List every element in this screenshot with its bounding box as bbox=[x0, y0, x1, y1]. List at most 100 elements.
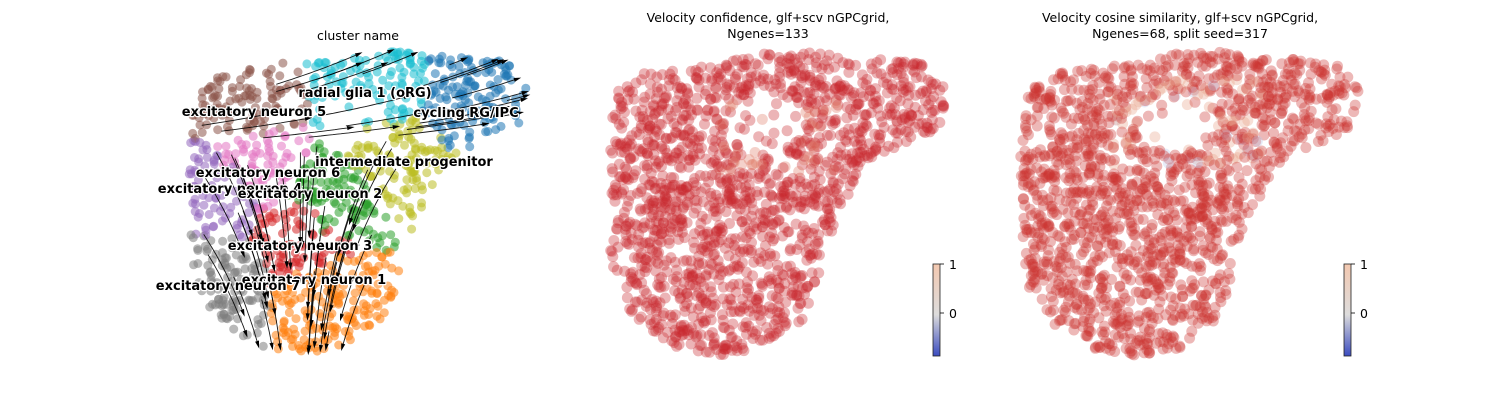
cell-point bbox=[299, 123, 308, 132]
cell-point bbox=[1093, 288, 1104, 299]
cell-point bbox=[353, 141, 362, 150]
cell-point bbox=[1260, 171, 1271, 182]
cell-point bbox=[732, 139, 743, 150]
cell-point bbox=[701, 347, 712, 358]
cell-point bbox=[249, 132, 258, 141]
cell-point bbox=[1170, 150, 1181, 161]
cell-point bbox=[1332, 61, 1343, 72]
cell-point bbox=[1129, 257, 1140, 268]
cell-point bbox=[444, 136, 453, 145]
cell-point bbox=[774, 52, 785, 63]
cell-point bbox=[647, 294, 658, 305]
cell-point bbox=[1138, 154, 1149, 165]
cell-point bbox=[1133, 60, 1144, 71]
cell-point bbox=[1128, 79, 1139, 90]
cell-point bbox=[831, 102, 842, 113]
cell-point bbox=[819, 92, 830, 103]
cell-point bbox=[1219, 276, 1230, 287]
cell-point bbox=[716, 130, 727, 141]
cell-point bbox=[1305, 83, 1316, 94]
cell-point bbox=[229, 325, 238, 334]
cell-point bbox=[1289, 136, 1300, 147]
cell-point bbox=[780, 320, 791, 331]
cell-point bbox=[614, 159, 625, 170]
cell-point bbox=[814, 166, 825, 177]
cell-point bbox=[764, 333, 775, 344]
cluster-label: excitatory neuron 6 bbox=[196, 166, 340, 181]
cell-point bbox=[1134, 287, 1145, 298]
cell-point bbox=[613, 86, 624, 97]
cell-point bbox=[1026, 114, 1037, 125]
cell-point bbox=[205, 210, 214, 219]
cell-point bbox=[717, 225, 728, 236]
cell-point bbox=[1216, 112, 1227, 123]
cell-point bbox=[1232, 70, 1243, 81]
cell-point bbox=[819, 59, 830, 70]
cell-point bbox=[631, 127, 642, 138]
cell-point bbox=[1100, 237, 1111, 248]
cell-point bbox=[1232, 134, 1243, 145]
cell-point bbox=[1064, 291, 1075, 302]
cell-point bbox=[1207, 58, 1218, 69]
cell-point bbox=[701, 297, 712, 308]
cell-point bbox=[387, 264, 396, 273]
cell-point bbox=[850, 169, 861, 180]
cell-point bbox=[1158, 247, 1169, 258]
cell-point bbox=[216, 207, 225, 216]
cell-point bbox=[655, 183, 666, 194]
cell-point bbox=[671, 265, 682, 276]
cell-point bbox=[465, 128, 474, 137]
cell-point bbox=[275, 71, 284, 80]
cell-point bbox=[884, 103, 895, 114]
cell-point bbox=[1051, 285, 1062, 296]
cell-point bbox=[670, 332, 681, 343]
cell-point bbox=[638, 143, 649, 154]
cell-point bbox=[435, 55, 444, 64]
cell-point bbox=[1169, 76, 1180, 87]
cell-point bbox=[391, 238, 400, 247]
cell-point bbox=[758, 73, 769, 84]
cell-point bbox=[1252, 136, 1263, 147]
cell-point bbox=[778, 162, 789, 173]
cell-point bbox=[1277, 132, 1288, 143]
cell-point bbox=[1097, 271, 1108, 282]
cell-point bbox=[782, 125, 793, 136]
cell-point bbox=[1282, 83, 1293, 94]
cell-point bbox=[648, 139, 659, 150]
cell-point bbox=[705, 281, 716, 292]
cell-point bbox=[1192, 90, 1203, 101]
cell-point bbox=[699, 119, 710, 130]
cell-point bbox=[334, 208, 343, 217]
cell-point bbox=[1154, 85, 1165, 96]
cell-point bbox=[837, 84, 848, 95]
cell-point bbox=[1042, 259, 1053, 270]
cell-point bbox=[1179, 58, 1190, 69]
cell-point bbox=[678, 256, 689, 267]
cell-point bbox=[830, 118, 841, 129]
cell-point bbox=[779, 188, 790, 199]
colorbar-confidence: 1 0 bbox=[933, 257, 957, 356]
cell-point bbox=[190, 153, 199, 162]
cell-point bbox=[289, 325, 298, 334]
cell-point bbox=[741, 59, 752, 70]
cell-point bbox=[1065, 95, 1076, 106]
cell-point bbox=[1157, 108, 1168, 119]
cell-point bbox=[350, 257, 359, 266]
colorbar-confidence-label-1: 1 bbox=[949, 257, 957, 272]
cell-point bbox=[208, 83, 217, 92]
cell-point bbox=[1056, 243, 1067, 254]
cell-point bbox=[330, 328, 339, 337]
cell-point bbox=[704, 234, 715, 245]
cell-point bbox=[1201, 290, 1212, 301]
cell-point bbox=[1171, 164, 1182, 175]
cell-point bbox=[441, 92, 450, 101]
cell-point bbox=[1255, 58, 1266, 69]
cell-point bbox=[324, 214, 333, 223]
cell-point bbox=[769, 128, 780, 139]
cell-point bbox=[1079, 237, 1090, 248]
cell-point bbox=[1109, 61, 1120, 72]
cell-point bbox=[619, 207, 630, 218]
cell-point bbox=[1037, 294, 1048, 305]
cell-point bbox=[407, 225, 416, 234]
cell-point bbox=[487, 68, 496, 77]
